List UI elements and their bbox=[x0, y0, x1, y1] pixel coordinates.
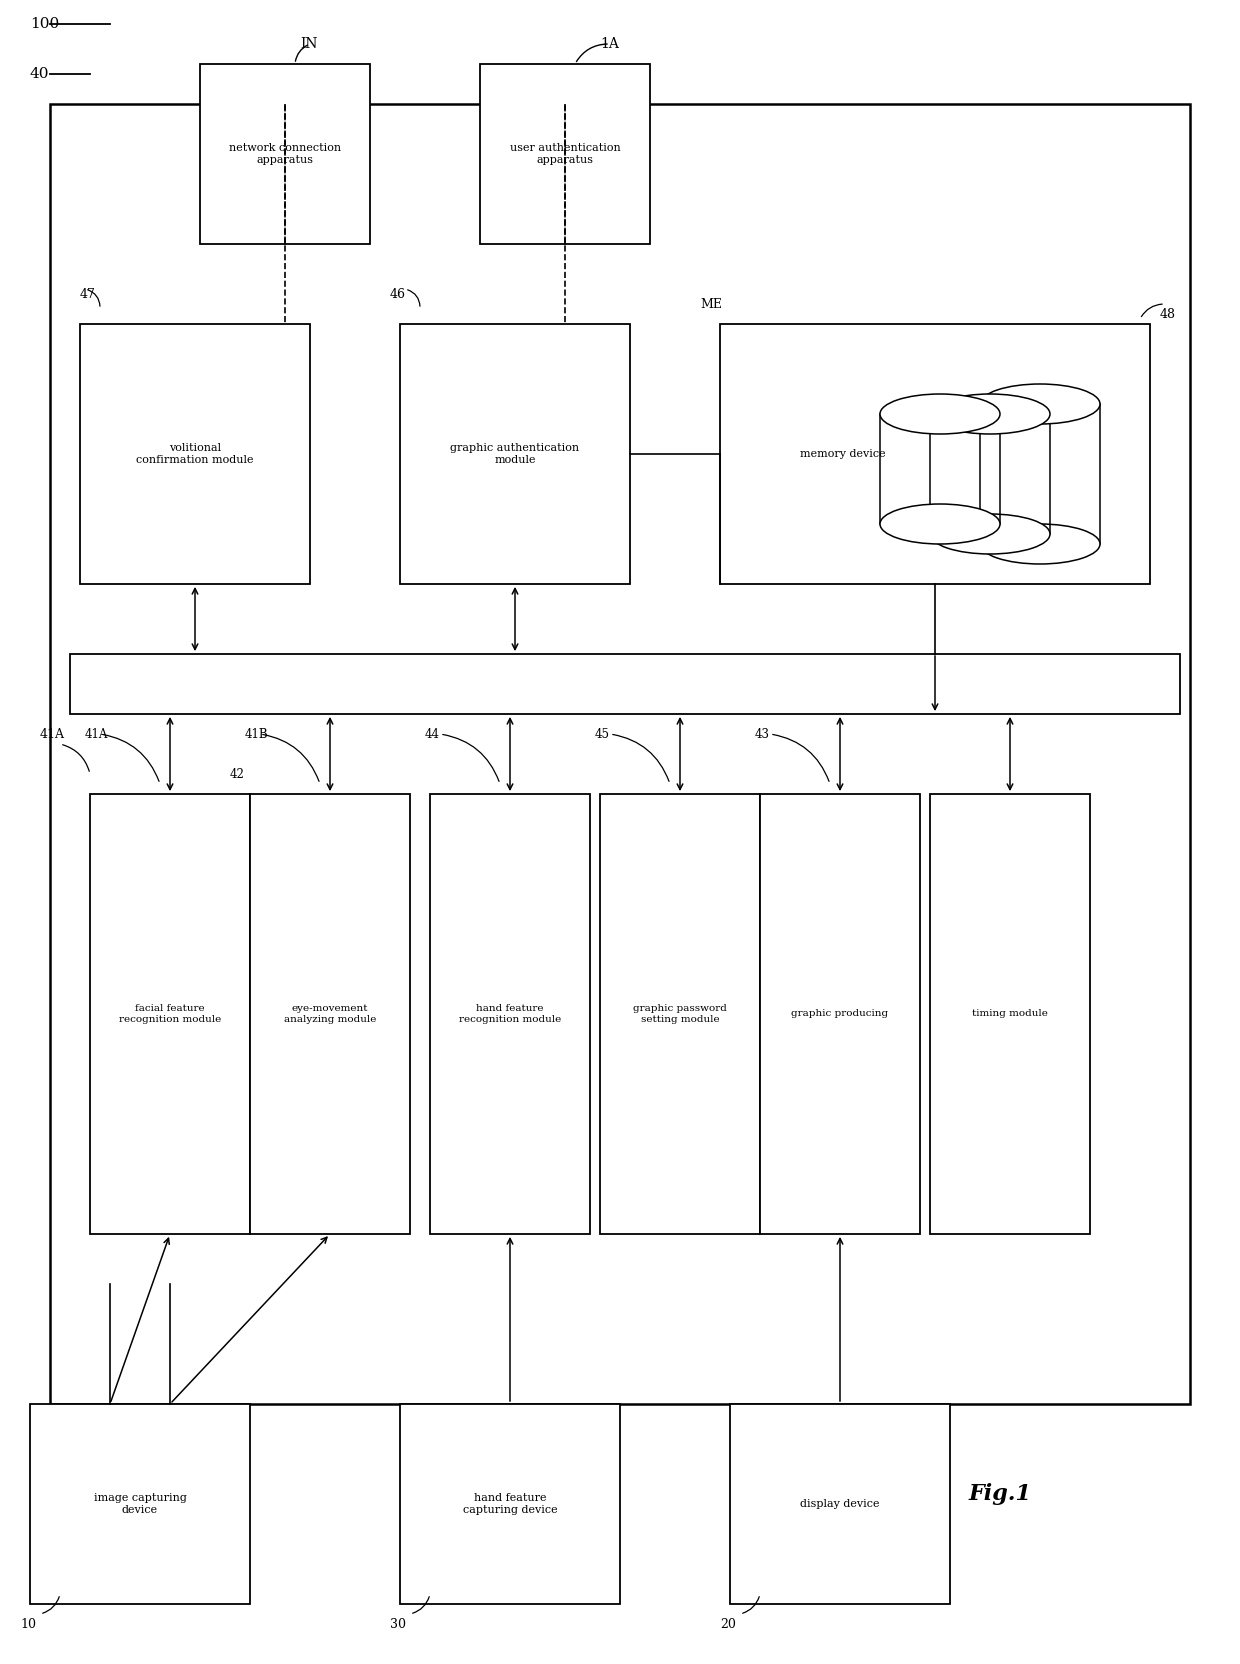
Text: 1A: 1A bbox=[600, 37, 619, 52]
Text: hand feature
capturing device: hand feature capturing device bbox=[463, 1493, 557, 1514]
Text: 100: 100 bbox=[30, 17, 60, 32]
Text: IN: IN bbox=[300, 37, 317, 52]
Text: display device: display device bbox=[800, 1499, 879, 1509]
Text: graphic authentication
module: graphic authentication module bbox=[450, 443, 579, 464]
Text: 43: 43 bbox=[755, 727, 770, 740]
Bar bbox=[91, 794, 250, 1235]
Ellipse shape bbox=[930, 394, 1050, 434]
Text: facial feature
recognition module: facial feature recognition module bbox=[119, 1005, 221, 1023]
Text: graphic producing: graphic producing bbox=[791, 1010, 889, 1018]
Ellipse shape bbox=[880, 504, 999, 544]
Bar bbox=[69, 654, 1180, 714]
Bar bbox=[430, 794, 590, 1235]
Bar bbox=[250, 794, 410, 1235]
Text: network connection
apparatus: network connection apparatus bbox=[229, 143, 341, 165]
Text: 41A: 41A bbox=[40, 727, 64, 740]
Bar bbox=[600, 794, 760, 1235]
Text: 10: 10 bbox=[20, 1617, 36, 1631]
Text: hand feature
recognition module: hand feature recognition module bbox=[459, 1005, 562, 1023]
Bar bbox=[760, 794, 920, 1235]
Text: 45: 45 bbox=[595, 727, 610, 740]
Ellipse shape bbox=[980, 524, 1100, 564]
Text: graphic password
setting module: graphic password setting module bbox=[634, 1005, 727, 1023]
Text: timing module: timing module bbox=[972, 1010, 1048, 1018]
Text: 47: 47 bbox=[81, 288, 95, 301]
Bar bbox=[200, 63, 370, 245]
Bar bbox=[930, 794, 1090, 1235]
Text: 46: 46 bbox=[391, 288, 405, 301]
Ellipse shape bbox=[880, 394, 999, 434]
Text: eye-movement
analyzing module: eye-movement analyzing module bbox=[284, 1005, 376, 1023]
Text: volitional
confirmation module: volitional confirmation module bbox=[136, 443, 254, 464]
Text: 40: 40 bbox=[30, 67, 50, 82]
Text: 42: 42 bbox=[229, 767, 244, 780]
Bar bbox=[730, 1404, 950, 1604]
Bar bbox=[30, 1404, 250, 1604]
Bar bbox=[401, 324, 630, 584]
Bar bbox=[50, 103, 1190, 1404]
Ellipse shape bbox=[930, 514, 1050, 554]
Text: 48: 48 bbox=[1159, 308, 1176, 321]
Bar bbox=[720, 324, 1149, 584]
Text: memory device: memory device bbox=[800, 449, 885, 459]
Bar bbox=[81, 324, 310, 584]
Bar bbox=[480, 63, 650, 245]
Text: 44: 44 bbox=[425, 727, 440, 740]
Text: 20: 20 bbox=[720, 1617, 735, 1631]
Text: ME: ME bbox=[701, 298, 722, 311]
Text: Fig.1: Fig.1 bbox=[968, 1483, 1032, 1504]
Text: 41A: 41A bbox=[86, 727, 108, 740]
Text: 30: 30 bbox=[391, 1617, 405, 1631]
Text: 41B: 41B bbox=[246, 727, 269, 740]
Bar bbox=[401, 1404, 620, 1604]
Text: image capturing
device: image capturing device bbox=[93, 1493, 186, 1514]
Ellipse shape bbox=[980, 384, 1100, 424]
Text: user authentication
apparatus: user authentication apparatus bbox=[510, 143, 620, 165]
